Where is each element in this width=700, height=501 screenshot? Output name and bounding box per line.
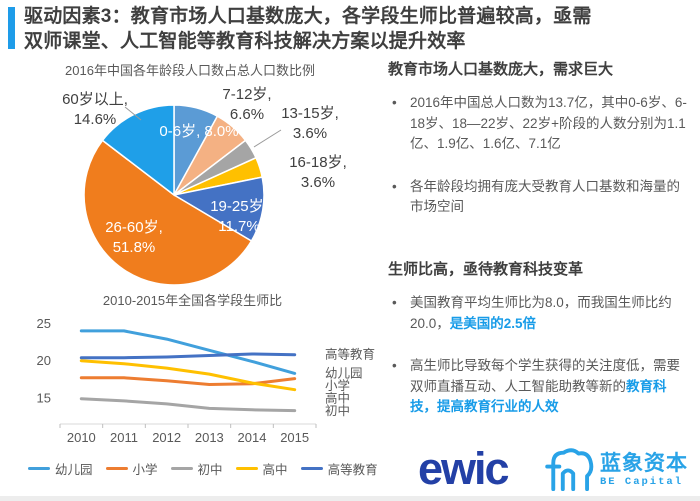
line-svg: 15 20 25 2010 2011 2012 2013 2014 2015 高等教育幼儿园小学高… (37, 316, 375, 445)
bullet-list-population: 2016年中国总人口数为13.7亿，其中0-6岁、6-18岁、18—22岁、22… (388, 93, 690, 218)
pie-slice-19-25岁 (171, 176, 265, 243)
x-tick-label: 2015 (280, 430, 309, 445)
bullet-ratio-2-highlight: 教育科技，提高教育行业的人效 (410, 378, 667, 415)
bullet-population-1-text: 2016年中国总人口数为13.7亿，其中0-6岁、6-18岁、18—22岁、22… (410, 95, 687, 152)
legend-label: 高中 (262, 463, 288, 477)
right-section-ratio: 生师比高，亟待教育科技变革 美国教育平均生师比为8.0，而我国生师比约20.0，… (388, 258, 690, 440)
bullet-ratio-1: 美国教育平均生师比为8.0，而我国生师比约20.0，是美国的2.5倍 (388, 293, 690, 334)
series-end-label-高中: 高中 (325, 390, 350, 405)
pie-label-0-6: 0-6岁, 8.0% (159, 122, 239, 140)
line-series-初中 (79, 397, 297, 413)
pie-label-16-18: 16-18岁, 3.6% (289, 153, 347, 191)
pie-svg (83, 104, 282, 286)
pie-label-60plus: 60岁以上, 14.6% (62, 90, 128, 128)
line-series-高中 (79, 359, 297, 392)
legend-swatch (28, 467, 50, 470)
title-accent-bar (8, 7, 15, 49)
bullet-list-ratio: 美国教育平均生师比为8.0，而我国生师比约20.0，是美国的2.5倍 高生师比导… (388, 293, 690, 418)
legend-item-高中: 高中 (235, 459, 288, 478)
series-end-label-幼儿园: 幼儿园 (325, 366, 363, 380)
legend-swatch (170, 467, 193, 470)
pie-label-13-15: 13-15岁, 3.6% (281, 104, 339, 142)
y-tick-label: 25 (37, 316, 51, 331)
section-heading-ratio: 生师比高，亟待教育科技变革 (388, 261, 584, 278)
be-capital-text: 蓝象资本 BE Capital (600, 453, 688, 488)
slide-bottom-edge (0, 496, 700, 501)
be-capital-name: 蓝象资本 (600, 451, 688, 475)
legend-label: 高等教育 (327, 463, 378, 477)
line-chart-title: 2010-2015年全国各学段生师比 (102, 293, 283, 308)
elephant-icon (545, 448, 594, 492)
be-capital-sub: BE Capital (600, 475, 684, 488)
y-tick-label: 20 (37, 353, 51, 368)
x-tick-label: 2010 (67, 430, 96, 445)
legend-label: 小学 (132, 463, 158, 477)
line-chart: 15 20 25 2010 2011 2012 2013 2014 2015 高等教育幼儿园 小学高… (20, 306, 380, 458)
legend-label: 初中 (197, 463, 223, 477)
legend-item-幼儿园: 幼儿园 (28, 459, 93, 478)
line-series-高等教育 (79, 352, 297, 360)
section-heading-population: 教育市场人口基数庞大，需求巨大 (388, 61, 614, 78)
bullet-population-1: 2016年中国总人口数为13.7亿，其中0-6岁、6-18岁、18—22岁、22… (388, 93, 690, 155)
legend-label: 幼儿园 (55, 463, 93, 477)
bullet-population-2-text: 各年龄段均拥有庞大受教育人口基数和海量的市场空间 (410, 178, 680, 215)
x-tick-label: 2011 (110, 430, 138, 445)
bullet-ratio-1-highlight: 是美国的2.5倍 (449, 315, 537, 331)
page-title-line2: 双师课堂、人工智能等教育科技解决方案以提升效率 (24, 31, 466, 52)
pie-leader-60plus (124, 106, 142, 121)
y-tick-label: 15 (37, 390, 51, 405)
series-end-label-初中: 初中 (325, 403, 350, 418)
pie-chart-title: 2016年中国各年龄段人口数占总人口数比例 (65, 63, 315, 78)
pie-leader-13-15 (253, 129, 282, 148)
bullet-ratio-1-text: 美国教育平均生师比为8.0，而我国生师比约20.0， (410, 295, 672, 331)
pie-label-19-25: 19-25岁, 11.7% (210, 197, 268, 235)
legend-swatch (235, 467, 258, 470)
series-end-label-高等教育: 高等教育 (325, 347, 375, 362)
pie-label-7-12: 7-12岁, 6.6% (222, 85, 272, 123)
pie-slice-26-60岁 (83, 139, 253, 286)
bullet-population-2: 各年龄段均拥有庞大受教育人口基数和海量的市场空间 (388, 177, 690, 218)
bullet-ratio-2-text: 高生师比导致每个学生获得的关注度低，需要双师直播互动、人工智能助教等新的 (410, 358, 680, 394)
right-section-population: 教育市场人口基数庞大，需求巨大 2016年中国总人口数为13.7亿，其中0-6岁… (388, 58, 690, 240)
legend-item-小学: 小学 (105, 459, 158, 478)
x-tick-label: 2014 (238, 430, 267, 445)
legend-item-高等教育: 高等教育 (300, 459, 378, 478)
ewic-logo: ewic (418, 443, 510, 494)
legend-item-初中: 初中 (170, 459, 223, 478)
page-title-line1: 驱动因素3：教育市场人口基数庞大，各学段生师比普遍较高，亟需 (24, 6, 592, 27)
line-series-幼儿园 (79, 329, 297, 375)
legend-swatch (105, 467, 128, 470)
page-title: 驱动因素3：教育市场人口基数庞大，各学段生师比普遍较高，亟需 双师课堂、人工智能… (24, 4, 692, 54)
line-chart-legend: 幼儿园 小学 初中 高中 高等教育 (28, 459, 378, 478)
pie-label-26-60: 26-60岁, 51.8% (105, 218, 163, 256)
pie-chart: 60岁以上, 14.6% 7-12岁, 6.6% 13-15岁, 3.6% 16… (10, 78, 380, 300)
legend-swatch (300, 467, 323, 470)
be-capital-logo: 蓝象资本 BE Capital (542, 444, 688, 496)
series-end-label-小学: 小学 (325, 378, 350, 393)
x-tick-label: 2013 (195, 430, 224, 445)
bullet-ratio-2: 高生师比导致每个学生获得的关注度低，需要双师直播互动、人工智能助教等新的教育科技… (388, 356, 690, 418)
x-tick-label: 2012 (152, 430, 181, 445)
